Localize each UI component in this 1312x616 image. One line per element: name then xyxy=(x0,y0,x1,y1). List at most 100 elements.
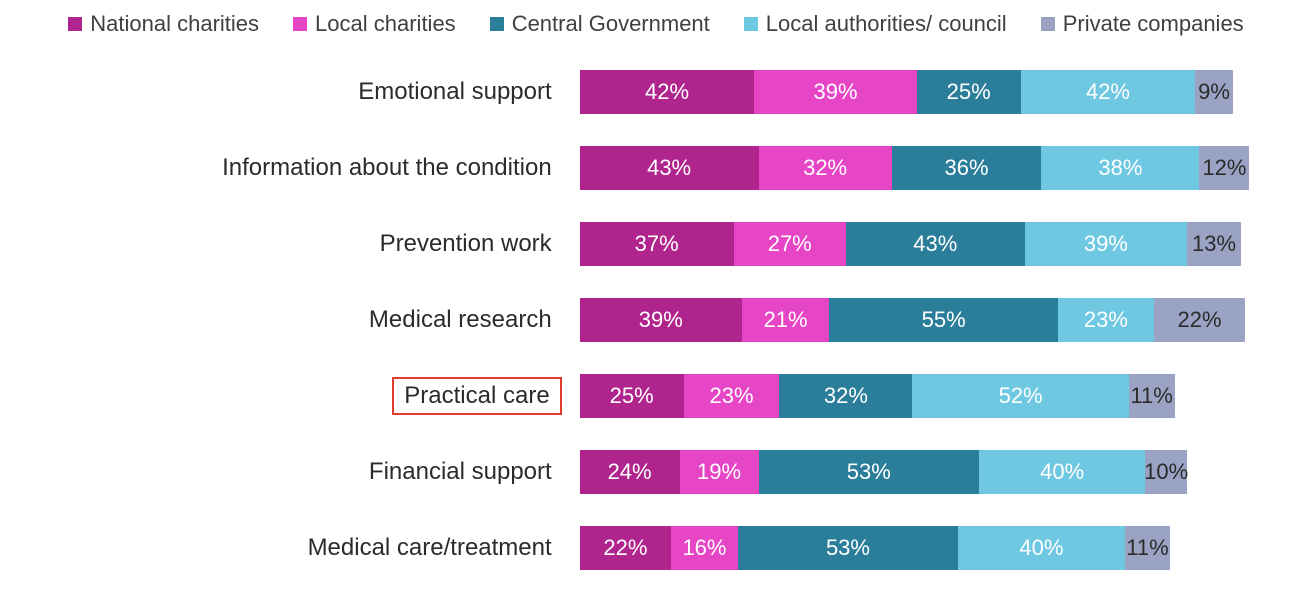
bar-segment-value: 19% xyxy=(697,459,741,485)
bar-segment-central: 43% xyxy=(846,222,1025,266)
bar-segment-local: 23% xyxy=(684,374,780,418)
row-label-cell: Practical care xyxy=(20,377,580,415)
row-label: Medical research xyxy=(359,303,562,337)
chart-row-information: Information about the condition 43% 32% 36%… xyxy=(20,146,1292,190)
bar-segment-central: 53% xyxy=(759,450,979,494)
legend-label: Local authorities/ council xyxy=(766,11,1007,37)
bar-segment-value: 11% xyxy=(1126,535,1168,561)
legend-item-central: Central Government xyxy=(490,11,710,37)
bar-segment-value: 21% xyxy=(764,307,808,333)
bar-segment-value: 24% xyxy=(608,459,652,485)
bar-segment-private: 10% xyxy=(1145,450,1187,494)
bar-segment-private: 12% xyxy=(1199,146,1249,190)
bar-segment-national: 22% xyxy=(580,526,672,570)
bar-segment-council: 39% xyxy=(1025,222,1187,266)
row-bar: 24% 19% 53% 40% 10% xyxy=(580,450,1292,494)
row-label-cell: Financial support xyxy=(20,455,580,489)
bar-segment-central: 36% xyxy=(892,146,1042,190)
row-bar: 25% 23% 32% 52% 11% xyxy=(580,374,1292,418)
row-label: Information about the condition xyxy=(212,151,562,185)
bar-segment-central: 25% xyxy=(917,70,1021,114)
legend-label: National charities xyxy=(90,11,259,37)
bar-segment-value: 42% xyxy=(1086,79,1130,105)
bar-segment-value: 38% xyxy=(1098,155,1142,181)
row-label-cell: Information about the condition xyxy=(20,151,580,185)
bar-segment-value: 32% xyxy=(824,383,868,409)
legend-swatch-private xyxy=(1041,17,1055,31)
bar-segment-value: 52% xyxy=(999,383,1043,409)
legend-swatch-national xyxy=(68,17,82,31)
bar-segment-local: 21% xyxy=(742,298,829,342)
bar-segment-value: 36% xyxy=(945,155,989,181)
bar-segment-value: 53% xyxy=(826,535,870,561)
bar-segment-national: 39% xyxy=(580,298,742,342)
bar-segment-value: 22% xyxy=(603,535,647,561)
bar-segment-national: 37% xyxy=(580,222,734,266)
bar-segment-private: 11% xyxy=(1125,526,1171,570)
bar-segment-value: 43% xyxy=(913,231,957,257)
bar-segment-private: 11% xyxy=(1129,374,1175,418)
bar-segment-value: 25% xyxy=(947,79,991,105)
legend-label: Private companies xyxy=(1063,11,1244,37)
row-label: Medical care/treatment xyxy=(298,531,562,565)
bar-segment-national: 43% xyxy=(580,146,759,190)
legend-swatch-local xyxy=(293,17,307,31)
bar-segment-value: 13% xyxy=(1192,231,1236,257)
bar-segment-value: 12% xyxy=(1202,155,1246,181)
row-label: Financial support xyxy=(359,455,562,489)
legend-item-council: Local authorities/ council xyxy=(744,11,1007,37)
bar-segment-value: 39% xyxy=(639,307,683,333)
bar-segment-private: 13% xyxy=(1187,222,1241,266)
row-bar: 37% 27% 43% 39% 13% xyxy=(580,222,1292,266)
legend-item-private: Private companies xyxy=(1041,11,1244,37)
bar-segment-value: 40% xyxy=(1019,535,1063,561)
bar-segment-value: 27% xyxy=(768,231,812,257)
legend-label: Local charities xyxy=(315,11,456,37)
bar-segment-value: 42% xyxy=(645,79,689,105)
bar-segment-value: 23% xyxy=(709,383,753,409)
bar-segment-value: 40% xyxy=(1040,459,1084,485)
bar-segment-value: 25% xyxy=(610,383,654,409)
bar-segment-value: 53% xyxy=(847,459,891,485)
chart-rows: Emotional support 42% 39% 25% 42% 9% Informati… xyxy=(20,48,1292,570)
legend-item-national: National charities xyxy=(68,11,259,37)
row-label-cell: Prevention work xyxy=(20,227,580,261)
bar-segment-local: 39% xyxy=(754,70,916,114)
bar-segment-value: 55% xyxy=(922,307,966,333)
legend-item-local: Local charities xyxy=(293,11,456,37)
chart-row-emotional: Emotional support 42% 39% 25% 42% 9% xyxy=(20,70,1292,114)
row-label-cell: Emotional support xyxy=(20,75,580,109)
row-label: Practical care xyxy=(392,377,561,415)
row-bar: 42% 39% 25% 42% 9% xyxy=(580,70,1292,114)
bar-segment-national: 42% xyxy=(580,70,755,114)
bar-segment-council: 40% xyxy=(979,450,1145,494)
chart-legend: National charities Local charities Centr… xyxy=(20,0,1292,48)
bar-segment-private: 9% xyxy=(1195,70,1232,114)
bar-segment-value: 39% xyxy=(813,79,857,105)
chart-row-practical: Practical care 25% 23% 32% 52% 11% xyxy=(20,374,1292,418)
bar-segment-value: 16% xyxy=(682,535,726,561)
chart-row-research: Medical research 39% 21% 55% 23% 22% xyxy=(20,298,1292,342)
bar-segment-council: 42% xyxy=(1021,70,1196,114)
legend-swatch-central xyxy=(490,17,504,31)
bar-segment-value: 32% xyxy=(803,155,847,181)
bar-segment-value: 23% xyxy=(1084,307,1128,333)
bar-segment-council: 40% xyxy=(958,526,1124,570)
row-label: Emotional support xyxy=(348,75,561,109)
legend-label: Central Government xyxy=(512,11,710,37)
chart-row-financial: Financial support 24% 19% 53% 40% 10% xyxy=(20,450,1292,494)
bar-segment-central: 53% xyxy=(738,526,958,570)
bar-segment-council: 38% xyxy=(1041,146,1199,190)
bar-segment-value: 9% xyxy=(1198,79,1230,105)
bar-segment-value: 37% xyxy=(635,231,679,257)
bar-segment-local: 19% xyxy=(680,450,759,494)
bar-segment-council: 23% xyxy=(1058,298,1154,342)
bar-segment-value: 22% xyxy=(1177,307,1221,333)
bar-segment-value: 10% xyxy=(1144,459,1188,485)
bar-segment-value: 39% xyxy=(1084,231,1128,257)
row-label-cell: Medical research xyxy=(20,303,580,337)
chart-row-medical: Medical care/treatment 22% 16% 53% 40% 11% xyxy=(20,526,1292,570)
bar-segment-central: 32% xyxy=(779,374,912,418)
bar-segment-local: 32% xyxy=(759,146,892,190)
legend-swatch-council xyxy=(744,17,758,31)
